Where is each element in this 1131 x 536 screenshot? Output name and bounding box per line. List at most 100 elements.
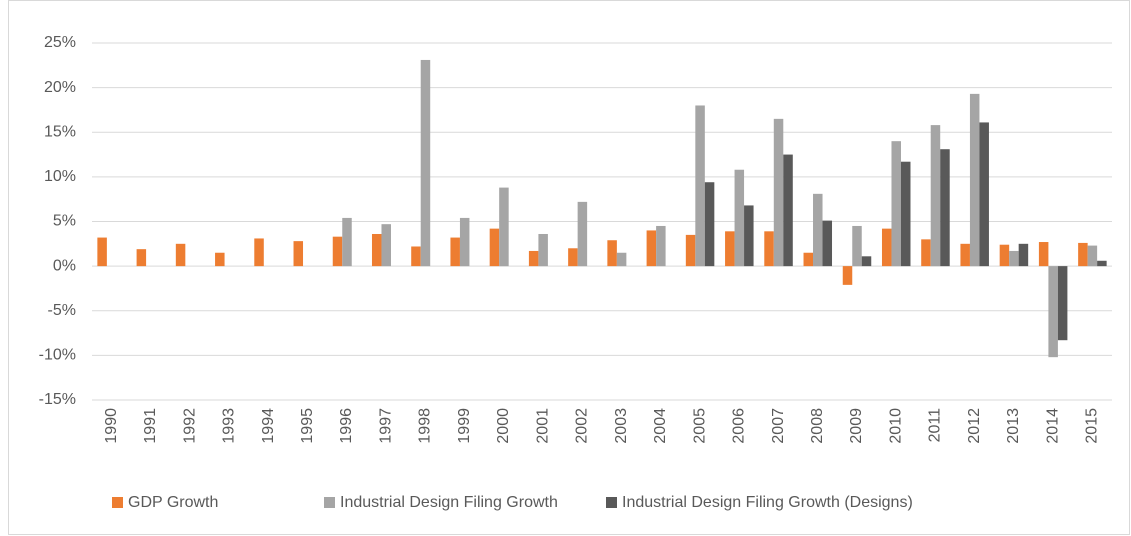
x-tick-label: 2008 [809,408,826,444]
bar [616,252,627,267]
bar [450,237,460,267]
y-tick-label: 25% [44,34,76,51]
y-tick-label: 10% [44,168,76,185]
chart-border [8,0,1130,535]
x-tick-label: 2007 [770,408,787,444]
bar [764,231,774,267]
x-tick-label: 1996 [338,408,355,444]
bar [332,236,343,267]
y-tick-label: -10% [39,347,76,364]
legend-swatch [606,497,617,508]
legend-label: Industrial Design Filing Growth (Designs… [622,494,913,511]
bar [999,244,1010,267]
bar [783,154,793,267]
bar [215,252,225,267]
bar [695,105,705,267]
legend-swatch [112,497,123,508]
x-tick-label: 2009 [848,408,865,444]
bar [136,249,147,267]
y-tick-label: -15% [39,391,76,408]
bar [1097,260,1107,267]
bar [420,59,431,267]
bar [813,193,823,267]
x-tick-label: 1999 [456,408,473,444]
bar [1078,242,1088,267]
bar [342,217,352,267]
x-tick-label: 1995 [299,408,316,444]
x-tick-label: 2013 [1005,408,1022,444]
bar [568,248,578,267]
bar [1018,243,1029,267]
bar [861,256,872,267]
bar [1048,266,1058,358]
bar [852,225,862,267]
bar [459,217,470,267]
x-tick-label: 2012 [966,408,983,444]
y-tick-label: 15% [44,123,76,140]
bar [704,182,715,267]
x-tick-label: 2010 [887,408,904,444]
bar [803,252,814,267]
bar [734,169,745,267]
bar [725,231,735,267]
x-tick-label: 2014 [1044,408,1061,444]
bar [528,250,539,267]
bar [254,238,264,267]
bar [900,161,911,267]
bar [685,234,696,267]
y-tick-label: -5% [48,302,76,319]
bar [921,239,931,267]
bar [175,243,186,267]
x-tick-label: 1997 [377,408,394,444]
x-tick-label: 2004 [652,408,669,444]
y-tick-label: 0% [53,257,76,274]
x-tick-label: 2006 [731,408,748,444]
bar [1057,266,1068,341]
bar [656,225,666,267]
bar [822,220,833,267]
bar [646,230,657,267]
bar [499,187,509,267]
x-tick-label: 2015 [1084,408,1101,444]
bar [411,246,421,267]
bar [1009,250,1019,267]
bar [1038,242,1049,267]
bar [577,201,588,267]
bar [371,233,382,267]
y-tick-label: 20% [44,79,76,96]
bar [969,93,980,267]
x-tick-label: 1991 [142,408,159,444]
x-tick-label: 2005 [691,408,708,444]
legend-label: GDP Growth [128,494,218,511]
bar [607,240,617,267]
x-tick-label: 1993 [221,408,238,444]
bar [773,118,784,267]
x-tick-label: 2011 [927,408,944,443]
x-tick-label: 1998 [417,408,434,444]
bar [381,224,391,267]
x-tick-label: 1992 [181,408,198,444]
bar [960,243,970,267]
bar [293,241,304,267]
bar [489,228,500,267]
legend-label: Industrial Design Filing Growth [340,494,558,511]
y-tick-label: 5% [53,213,76,230]
bar [979,122,989,267]
x-tick-label: 2003 [613,408,630,444]
bar [1087,245,1098,267]
bar [940,149,950,267]
bar [538,233,548,267]
x-tick-label: 2001 [534,408,551,444]
bar [842,266,853,285]
bar [97,237,107,267]
x-tick-label: 2000 [495,408,512,444]
bar [881,228,892,267]
bar [891,141,901,267]
x-tick-label: 1994 [260,408,277,444]
x-tick-label: 2002 [574,408,591,444]
bar [744,205,754,267]
legend-swatch [324,497,335,508]
bar [930,125,941,267]
x-tick-label: 1990 [103,408,120,444]
